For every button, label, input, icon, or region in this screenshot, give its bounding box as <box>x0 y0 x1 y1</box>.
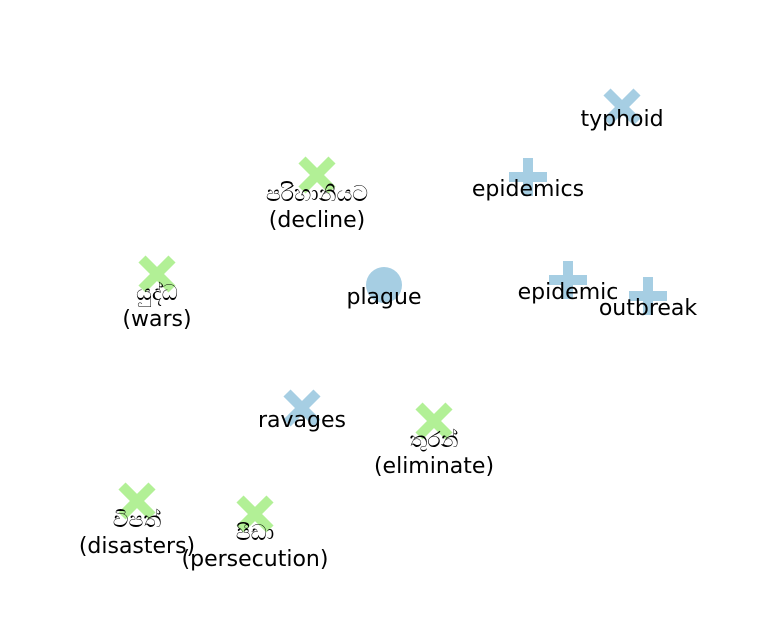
point-marker-plus <box>629 277 667 315</box>
point-label: ravages <box>258 408 346 433</box>
point-label: outbreak <box>599 296 698 321</box>
point-marker-x <box>118 482 156 520</box>
point-label: plague <box>346 285 421 310</box>
point-label: යුද්ධ <box>136 281 178 307</box>
point-marker-circle <box>366 267 402 303</box>
point-marker-plus <box>509 158 547 196</box>
point-label: typhoid <box>580 107 663 132</box>
point-gloss: (wars) <box>122 307 191 332</box>
point-label: පරිහානියට <box>266 181 368 207</box>
point-label: තුරන් <box>409 428 458 453</box>
point-gloss: (persecution) <box>182 547 329 572</box>
point-label: පීඩා <box>236 521 274 546</box>
marker-layer <box>118 88 667 533</box>
point-gloss: (eliminate) <box>374 454 494 479</box>
point-label: විපත් <box>113 508 162 533</box>
point-gloss: (decline) <box>269 208 365 233</box>
point-label: epidemic <box>518 280 619 305</box>
point-marker-x <box>415 402 453 440</box>
point-marker-x <box>236 495 274 533</box>
point-marker-x <box>283 389 321 427</box>
point-marker-x <box>298 156 336 194</box>
point-gloss: (disasters) <box>79 534 195 559</box>
point-label: epidemics <box>472 177 584 202</box>
point-marker-x <box>603 88 641 126</box>
point-marker-plus <box>549 261 587 299</box>
point-marker-x <box>138 255 176 293</box>
